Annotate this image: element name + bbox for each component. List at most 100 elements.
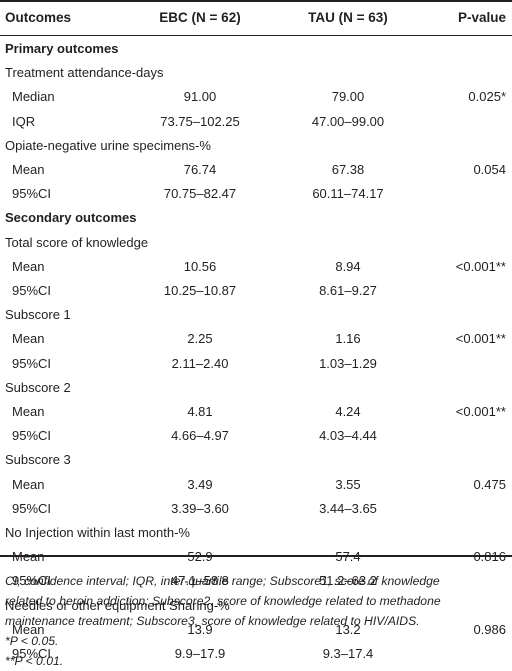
outcome-label: Mean <box>12 476 45 492</box>
tau-value: 67.38 <box>331 162 365 177</box>
outcome-label: Subscore 3 <box>5 452 71 468</box>
table-row: 95%CI 4.66–4.97 4.03–4.44 <box>0 424 512 448</box>
tau-value: 4.24 <box>335 404 361 419</box>
tau-value: 57.4 <box>335 549 361 565</box>
tau-value: 1.03–1.29 <box>319 355 377 371</box>
ebc-value: 3.39–3.60 <box>171 500 229 516</box>
outcome-label: Secondary outcomes <box>5 210 137 226</box>
tau-value: 51.2–63.2 <box>319 573 377 589</box>
tau-value: 47.00–99.00 <box>311 113 385 129</box>
table-row: Mean 3.49 3.55 0.475 <box>0 473 512 497</box>
p-value: <0.001** <box>455 404 506 419</box>
ebc-value: 9.9–17.9 <box>174 646 226 661</box>
tau-value: 60.11–74.17 <box>312 186 384 202</box>
bottom-rule <box>0 555 512 557</box>
outcome-label: 95%CI <box>12 355 52 371</box>
footnote-line: maintenance treatment; Subscore3, score … <box>5 614 420 628</box>
outcome-label: 95%CI <box>12 428 52 444</box>
footnote-line: **P < 0.01. <box>5 654 64 668</box>
table-row: Secondary outcomes <box>0 206 512 230</box>
table-row: Mean 13.9 13.2 0.986 <box>0 618 512 642</box>
p-value: <0.001** <box>455 331 506 347</box>
ebc-value: 10.25–10.87 <box>163 283 237 298</box>
outcome-label: 95%CI <box>12 573 52 589</box>
table-row: Subscore 2 <box>0 376 512 400</box>
outcome-label: IQR <box>12 113 36 129</box>
table-row: Mean 2.25 1.16 <0.001** <box>0 327 512 351</box>
tau-value: 4.03–4.44 <box>319 428 377 444</box>
table-row: IQR 73.75–102.25 47.00–99.00 <box>0 110 512 134</box>
outcome-label: Mean <box>12 549 45 565</box>
ebc-value: 76.74 <box>183 162 217 177</box>
table-row: Mean 10.56 8.94 <0.001** <box>0 255 512 279</box>
table-row: 95%CI 3.39–3.60 3.44–3.65 <box>0 497 512 521</box>
table-row: Median 91.00 79.00 0.025* <box>0 85 512 109</box>
outcome-label: Opiate-negative urine specimens-% <box>5 137 211 153</box>
p-value: 0.475 <box>473 476 506 492</box>
ebc-value: 3.49 <box>187 476 213 492</box>
outcome-label: 95%CI <box>12 283 52 298</box>
outcome-label: 95%CI <box>12 186 52 202</box>
table-row: Subscore 1 <box>0 303 512 327</box>
tau-value: 8.61–9.27 <box>319 283 377 298</box>
header-outcomes: Outcomes <box>5 10 72 25</box>
ebc-value: 91.00 <box>183 89 217 105</box>
table-row: Subscore 3 <box>0 448 512 472</box>
footnote-line: CI, confidence interval; IQR, inter-quar… <box>5 574 440 588</box>
table-row: 95%CI 2.11–2.40 1.03–1.29 <box>0 352 512 376</box>
ebc-value: 4.66–4.97 <box>171 428 229 444</box>
ebc-value: 2.11–2.40 <box>171 355 229 371</box>
tau-value: 79.00 <box>331 89 365 105</box>
ebc-value: 4.81 <box>187 404 213 419</box>
outcome-label: Total score of knowledge <box>5 234 149 250</box>
ebc-value: 13.9 <box>187 621 213 637</box>
outcome-label: Mean <box>12 162 45 177</box>
ebc-value: 52.9 <box>187 549 213 565</box>
outcome-label: 95%CI <box>12 646 52 661</box>
table-row: 95%CI 47.1–58.8 51.2–63.2 <box>0 569 512 593</box>
footnotes: CI, confidence interval; IQR, inter-quar… <box>5 571 505 671</box>
tau-value: 1.16 <box>335 331 361 347</box>
outcome-label: Mean <box>12 621 45 637</box>
table-row: No Injection within last month-% <box>0 521 512 545</box>
outcome-label: Primary outcomes <box>5 41 119 56</box>
outcome-label: Median <box>12 89 55 105</box>
table-row: Mean 4.81 4.24 <0.001** <box>0 400 512 424</box>
ebc-value: 2.25 <box>187 331 213 347</box>
table-row: 95%CI 10.25–10.87 8.61–9.27 <box>0 279 512 303</box>
table-row: Treatment attendance-days <box>0 61 512 85</box>
outcome-label: Treatment attendance-days <box>5 65 164 81</box>
table-row: Mean 76.74 67.38 0.054 <box>0 158 512 182</box>
header-tau: TAU (N = 63) <box>308 10 388 25</box>
tau-value: 3.44–3.65 <box>319 500 377 516</box>
p-value: 0.054 <box>473 162 506 177</box>
table-row: Total score of knowledge <box>0 231 512 255</box>
table-row: Primary outcomes <box>0 37 512 61</box>
tau-value: 13.2 <box>335 621 361 637</box>
header-p-value: P-value <box>457 10 506 25</box>
header-ebc: EBC (N = 62) <box>159 10 241 25</box>
outcome-label: Subscore 1 <box>5 307 71 323</box>
ebc-value: 47.1–58.8 <box>171 573 229 589</box>
header-rule <box>0 35 512 36</box>
table-row: Opiate-negative urine specimens-% <box>0 134 512 158</box>
outcome-label: Mean <box>12 331 45 347</box>
ebc-value: 73.75–102.25 <box>160 113 240 129</box>
footnote-line: *P < 0.05. <box>5 634 59 648</box>
p-value: 0.816 <box>473 549 506 565</box>
tau-value: 9.3–17.4 <box>322 646 374 661</box>
p-value: 0.025* <box>468 89 506 105</box>
outcome-label: Mean <box>12 258 45 274</box>
footnote-line: related to heroin addiction; Subscore2, … <box>5 594 441 608</box>
table-row: 95%CI 70.75–82.47 60.11–74.17 <box>0 182 512 206</box>
outcome-label: Needles or other equipment Sharing-% <box>5 597 230 613</box>
table-row: Mean 52.9 57.4 0.816 <box>0 545 512 569</box>
top-rule <box>0 0 512 2</box>
outcome-label: No Injection within last month-% <box>5 525 190 540</box>
outcome-label: Mean <box>12 404 45 419</box>
tau-value: 8.94 <box>335 258 361 274</box>
tau-value: 3.55 <box>335 476 361 492</box>
outcome-label: 95%CI <box>12 500 52 516</box>
p-value: 0.986 <box>473 621 506 637</box>
